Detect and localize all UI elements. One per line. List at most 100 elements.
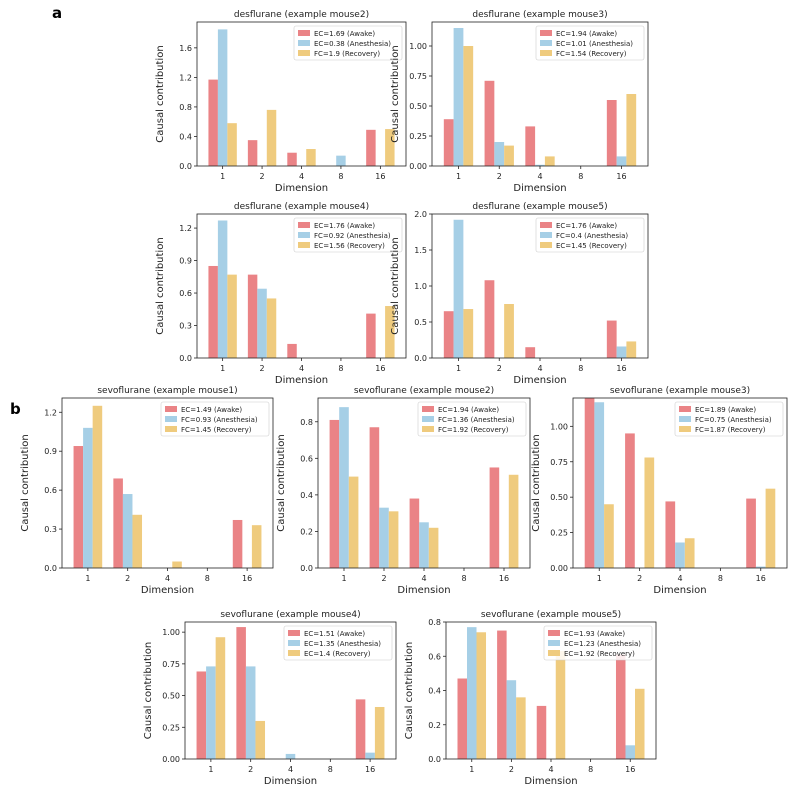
bar-anesthesia-dim-1	[217, 220, 228, 358]
x-tick-label: 8	[461, 574, 466, 583]
legend-swatch-awake	[540, 30, 552, 36]
legend-label-awake: EC=1.93 (Awake)	[564, 630, 625, 638]
legend-swatch-awake	[298, 30, 310, 36]
x-axis-label: Dimension	[275, 183, 328, 194]
legend-swatch-awake	[165, 406, 177, 412]
y-tick-label: 0.25	[550, 529, 568, 538]
bar-awake-dim-4	[525, 347, 536, 358]
x-tick-label: 2	[381, 574, 386, 583]
x-tick-label: 4	[548, 765, 553, 774]
bar-awake-dim-2	[484, 80, 495, 166]
bar-awake-dim-16	[615, 654, 626, 759]
legend-box	[160, 401, 270, 437]
chart-6: 1 2 4 8 16 0.0 0.2 0.4 0.6 0.8 sevoflurane (exampl…	[276, 386, 531, 596]
bar-recovery-dim-16	[251, 525, 262, 568]
legend-swatch-awake	[679, 406, 691, 412]
x-tick-label: 2	[509, 765, 514, 774]
bar-recovery-dim-1	[92, 405, 103, 568]
bar-anesthesia-dim-1	[83, 427, 93, 568]
legend-box	[543, 625, 653, 661]
y-axis-label: Causal contribution	[390, 45, 401, 142]
chart-title: desflurane (example mouse5)	[472, 202, 607, 212]
legend-label-anesthesia: EC=1.35 (Anesthesia)	[304, 640, 381, 648]
bar-recovery-dim-1	[476, 632, 487, 759]
chart-4: 1 2 4 8 16 0.0 0.5 1.0 1.5 2.0 desflurane (example…	[390, 202, 649, 386]
x-tick-label: 1	[456, 172, 461, 181]
y-tick-label: 0.0	[179, 354, 192, 363]
bar-recovery-dim-4	[544, 156, 555, 166]
bar-awake-dim-16	[366, 313, 376, 358]
chart-title: sevoflurane (example mouse2)	[354, 386, 494, 396]
bar-awake-dim-16	[489, 467, 500, 568]
legend-swatch-awake	[540, 222, 552, 228]
bar-anesthesia-dim-16	[625, 745, 635, 759]
y-tick-label: 0.0	[300, 564, 313, 573]
bar-awake-dim-1	[443, 119, 454, 166]
x-tick-label: 8	[328, 765, 333, 774]
x-tick-label: 8	[338, 364, 343, 373]
y-tick-label: 0.5	[414, 318, 427, 327]
x-tick-label: 16	[616, 172, 626, 181]
bar-recovery-dim-1	[227, 274, 237, 358]
panel-label-b: b	[10, 400, 21, 418]
x-tick-label: 2	[497, 364, 502, 373]
y-tick-label: 1.2	[44, 408, 57, 417]
y-tick-label: 0.50	[550, 493, 568, 502]
x-tick-label: 4	[299, 364, 304, 373]
bar-recovery-dim-2	[266, 298, 277, 358]
legend-label-recovery: FC=1.92 (Recovery)	[438, 426, 509, 434]
bar-awake-dim-1	[196, 671, 207, 759]
bar-recovery-dim-2	[504, 304, 514, 358]
bar-awake-dim-16	[606, 100, 617, 166]
bar-anesthesia-dim-16	[616, 156, 627, 166]
legend-label-recovery: FC=1.9 (Recovery)	[314, 50, 380, 58]
bar-recovery-dim-4	[428, 527, 439, 568]
y-tick-label: 0.75	[162, 660, 180, 669]
legend-swatch-anesthesia	[165, 416, 177, 422]
x-tick-label: 16	[375, 364, 385, 373]
bar-recovery-dim-2	[266, 109, 277, 166]
x-tick-label: 8	[588, 765, 593, 774]
x-tick-label: 1	[456, 364, 461, 373]
x-tick-label: 4	[165, 574, 170, 583]
bar-anesthesia-dim-16	[365, 752, 375, 759]
legend: EC=1.76 (Awake) FC=0.92 (Anesthesia) EC=1.…	[293, 217, 403, 253]
chart-1: 1 2 4 8 16 0.0 0.4 0.8 1.2 1.6 desflurane (example…	[155, 10, 407, 194]
legend-box	[283, 625, 393, 661]
bar-anesthesia-dim-2	[494, 142, 505, 166]
chart-2: 1 2 4 8 16 0.00 0.25 0.50 0.75 1.00 desflurane (ex…	[390, 10, 649, 194]
y-tick-label: 0.00	[550, 564, 568, 573]
bar-awake-dim-1	[329, 419, 340, 568]
x-axis-label: Dimension	[275, 375, 328, 386]
y-tick-label: 0.00	[409, 162, 427, 171]
bar-anesthesia-dim-1	[206, 666, 216, 759]
x-tick-label: 8	[338, 172, 343, 181]
legend-swatch-awake	[288, 630, 300, 636]
legend-label-anesthesia: FC=0.75 (Anesthesia)	[695, 416, 772, 424]
legend: EC=1.76 (Awake) FC=0.4 (Anesthesia) EC=1.4…	[535, 217, 645, 253]
legend-label-recovery: FC=1.87 (Recovery)	[695, 426, 766, 434]
legend: EC=1.51 (Awake) EC=1.35 (Anesthesia) EC=1.…	[283, 625, 393, 661]
y-tick-label: 0.3	[179, 322, 192, 331]
y-tick-label: 0.75	[550, 458, 568, 467]
legend-label-recovery: FC=1.45 (Recovery)	[181, 426, 252, 434]
x-tick-label: 16	[375, 172, 385, 181]
y-tick-label: 0.0	[414, 354, 427, 363]
x-tick-label: 4	[537, 364, 542, 373]
legend: EC=1.49 (Awake) FC=0.93 (Anesthesia) FC=1.…	[160, 401, 270, 437]
legend-label-recovery: EC=1.4 (Recovery)	[304, 650, 371, 658]
legend-swatch-awake	[298, 222, 310, 228]
y-tick-label: 0.25	[162, 723, 180, 732]
bar-anesthesia-dim-2	[122, 494, 133, 568]
bar-anesthesia-dim-1	[453, 28, 464, 166]
chart-title: sevoflurane (example mouse5)	[481, 610, 621, 620]
y-tick-label: 0.9	[44, 447, 57, 456]
bar-awake-dim-2	[236, 627, 246, 759]
y-axis-label: Causal contribution	[390, 237, 401, 334]
bar-anesthesia-dim-1	[467, 627, 477, 759]
y-tick-label: 0.50	[162, 692, 180, 701]
x-axis-label: Dimension	[524, 776, 577, 787]
y-tick-label: 0.6	[179, 289, 192, 298]
bar-awake-dim-1	[443, 311, 454, 358]
legend-label-awake: EC=1.76 (Awake)	[314, 222, 375, 230]
